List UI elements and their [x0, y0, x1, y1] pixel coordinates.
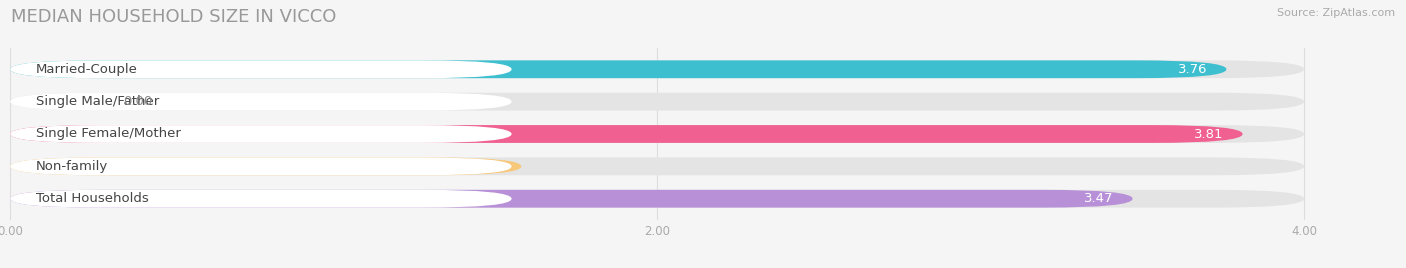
Text: Source: ZipAtlas.com: Source: ZipAtlas.com: [1277, 8, 1395, 18]
FancyBboxPatch shape: [10, 190, 1303, 208]
Text: 1.58: 1.58: [472, 160, 502, 173]
Text: 0.00: 0.00: [124, 95, 153, 108]
FancyBboxPatch shape: [10, 125, 512, 143]
FancyBboxPatch shape: [10, 125, 1243, 143]
Text: MEDIAN HOUSEHOLD SIZE IN VICCO: MEDIAN HOUSEHOLD SIZE IN VICCO: [11, 8, 336, 26]
Text: 3.47: 3.47: [1084, 192, 1114, 205]
FancyBboxPatch shape: [10, 93, 1303, 110]
Text: Non-family: Non-family: [37, 160, 108, 173]
FancyBboxPatch shape: [10, 60, 1226, 78]
FancyBboxPatch shape: [10, 60, 512, 78]
FancyBboxPatch shape: [10, 125, 1303, 143]
Text: 3.76: 3.76: [1177, 63, 1206, 76]
FancyBboxPatch shape: [10, 93, 512, 110]
Text: Single Female/Mother: Single Female/Mother: [37, 128, 181, 140]
Text: Single Male/Father: Single Male/Father: [37, 95, 159, 108]
FancyBboxPatch shape: [10, 190, 1133, 208]
FancyBboxPatch shape: [10, 190, 512, 208]
FancyBboxPatch shape: [10, 158, 1303, 175]
Text: 3.81: 3.81: [1194, 128, 1223, 140]
Text: Married-Couple: Married-Couple: [37, 63, 138, 76]
FancyBboxPatch shape: [10, 60, 1303, 78]
FancyBboxPatch shape: [10, 158, 512, 175]
Text: Total Households: Total Households: [37, 192, 149, 205]
FancyBboxPatch shape: [10, 158, 522, 175]
